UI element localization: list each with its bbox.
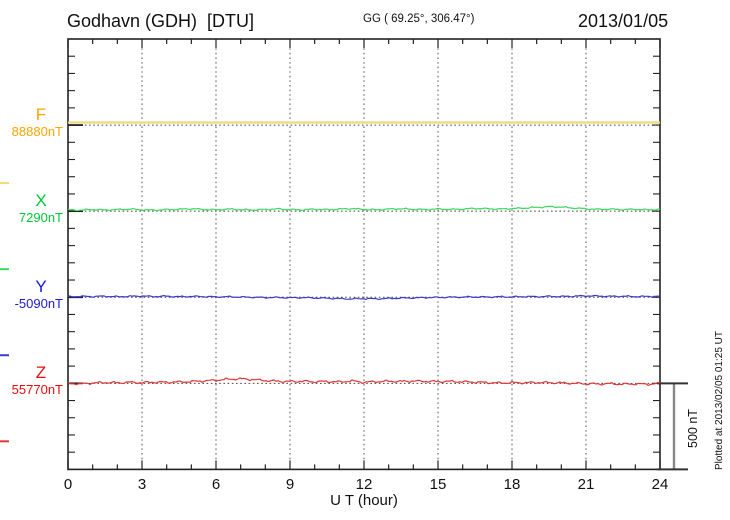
geographic-coordinates: GG ( 69.25°, 306.47°): [363, 13, 475, 25]
x-axis-title: U T (hour): [330, 492, 398, 509]
plotted-at-note: Plotted at 2013/02/05 01:25 UT: [714, 331, 725, 470]
channel-baseline-Z: 55770nT: [11, 382, 63, 397]
channel-label-F: F 88880nT: [0, 105, 64, 139]
x-tick-label-24: 24: [651, 476, 669, 493]
x-tick-label-21: 21: [577, 476, 595, 493]
channel-label-Y: Y -5090nT: [0, 277, 64, 311]
trace-Z: [67, 377, 661, 386]
x-tick-label-15: 15: [429, 476, 447, 493]
scale-bar-label: 500 nT: [686, 409, 700, 448]
x-tick-label-6: 6: [211, 476, 221, 493]
channel-baseline-F: 88880nT: [11, 124, 63, 139]
x-tick-label-3: 3: [137, 476, 147, 493]
trace-Y: [67, 294, 660, 300]
channel-baseline-Y: -5090nT: [14, 296, 63, 311]
trace-X: [67, 205, 660, 212]
station-title: Godhavn (GDH) [DTU]: [67, 11, 255, 31]
channel-baseline-X: 7290nT: [18, 210, 63, 225]
channel-letter-X: X: [35, 191, 47, 210]
channel-letter-Y: Y: [35, 277, 47, 296]
channel-label-Z: Z 55770nT: [0, 363, 64, 397]
plot-date: 2013/01/05: [578, 11, 669, 31]
channel-letter-F: F: [35, 105, 47, 124]
x-tick-label-9: 9: [285, 476, 295, 493]
x-tick-label-0: 0: [63, 476, 73, 493]
channel-letter-Z: Z: [35, 363, 47, 382]
x-tick-label-18: 18: [503, 476, 521, 493]
x-tick-label-12: 12: [355, 476, 373, 493]
channel-label-X: X 7290nT: [0, 191, 64, 225]
